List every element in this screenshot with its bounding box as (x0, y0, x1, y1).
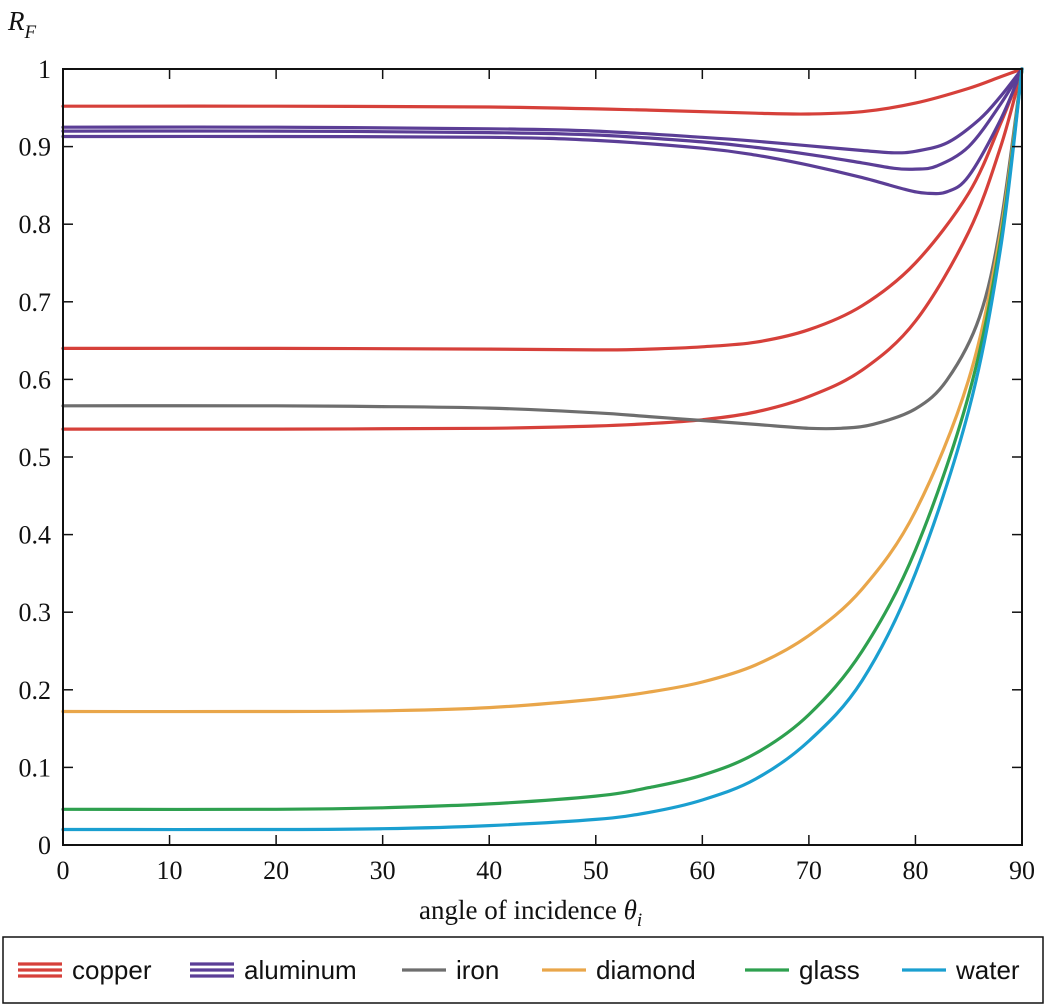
legend-label-aluminum: aluminum (244, 955, 357, 985)
series-line-diamond-1 (61, 67, 1024, 714)
x-tick-label: 30 (370, 856, 396, 885)
series-line-aluminum-2 (61, 67, 1024, 171)
series-line-glass-1 (61, 67, 1024, 812)
x-tick-label: 60 (689, 856, 715, 885)
x-tick-label: 0 (57, 856, 70, 885)
y-tick-label: 0.2 (19, 676, 52, 705)
y-tick-label: 1 (38, 55, 51, 84)
legend-label-glass: glass (799, 955, 860, 985)
legend-item-iron: iron (402, 955, 499, 985)
legend: copper aluminum iron diamond glass water (18, 955, 1020, 985)
series-line-copper-1 (61, 67, 1024, 116)
legend-label-iron: iron (456, 955, 499, 985)
x-tick-label: 10 (157, 856, 183, 885)
legend-item-copper: copper (18, 955, 152, 985)
y-tick-label: 0.6 (19, 365, 52, 394)
series-line-aluminum-1 (61, 67, 1024, 155)
legend-item-water: water (902, 955, 1020, 985)
tick-layer: 0 10 20 30 40 50 60 70 80 90 0 0.1 0.2 0.3 0.4 0.5 0.6 0.… (19, 55, 1036, 885)
legend-item-aluminum: aluminum (190, 955, 357, 985)
x-tick-label: 20 (263, 856, 289, 885)
x-tick-label: 90 (1009, 856, 1035, 885)
legend-item-diamond: diamond (542, 955, 696, 985)
legend-item-glass: glass (745, 955, 860, 985)
x-tick-label: 80 (902, 856, 928, 885)
y-tick-label: 0.1 (19, 753, 52, 782)
series-line-copper-3 (61, 67, 1024, 431)
y-tick-label: 0 (38, 831, 51, 860)
y-tick-label: 0.9 (19, 133, 52, 162)
series-layer (61, 67, 1024, 832)
y-tick-label: 0.5 (19, 443, 52, 472)
legend-label-copper: copper (72, 955, 152, 985)
y-axis-title: RF (7, 6, 37, 43)
series-line-water-1 (61, 67, 1024, 832)
series-line-iron-1 (61, 67, 1024, 431)
y-tick-label: 0.3 (19, 598, 52, 627)
legend-label-water: water (955, 955, 1020, 985)
series-line-aluminum-3 (61, 67, 1024, 196)
y-tick-label: 0.8 (19, 210, 52, 239)
y-tick-label: 0.7 (19, 288, 52, 317)
x-axis-title: angle of incidence θi (419, 895, 642, 931)
x-tick-label: 50 (583, 856, 609, 885)
x-tick-label: 40 (476, 856, 502, 885)
y-tick-label: 0.4 (19, 521, 52, 550)
series-line-copper-2 (61, 67, 1024, 352)
legend-box (2, 936, 1044, 1004)
plot-frame (62, 68, 1023, 846)
x-tick-label: 70 (796, 856, 822, 885)
legend-label-diamond: diamond (596, 955, 696, 985)
